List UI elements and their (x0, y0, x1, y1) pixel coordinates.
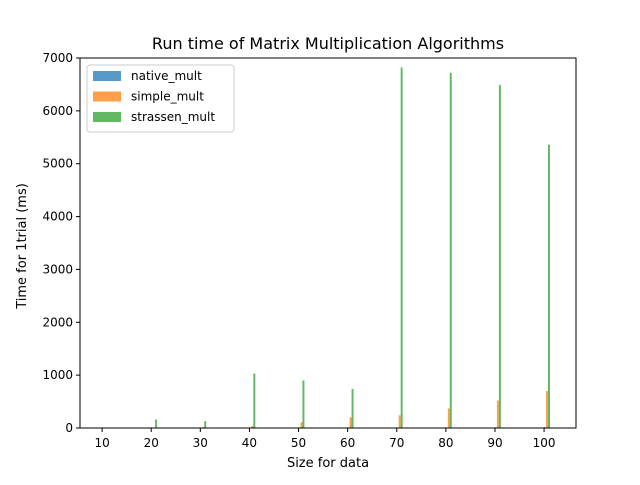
x-tick-label: 70 (389, 436, 404, 450)
legend: native_mult simple_mult strassen_mult (87, 65, 234, 132)
legend-swatch-strassen_mult (93, 112, 121, 122)
y-tick-label: 2000 (42, 315, 73, 329)
x-tick-label: 100 (533, 436, 556, 450)
bar-strassen_mult-20 (155, 420, 157, 428)
y-axis-label: Time for 1trial (ms) (15, 183, 30, 310)
x-tick-label: 80 (438, 436, 453, 450)
bar-strassen_mult-60 (352, 389, 354, 428)
bar-strassen_mult-30 (204, 421, 206, 428)
bar-strassen_mult-70 (401, 68, 403, 428)
bar-simple_mult-80 (448, 408, 450, 428)
legend-label-native_mult: native_mult (131, 69, 202, 83)
y-tick-label: 6000 (42, 104, 73, 118)
bar-simple_mult-90 (497, 401, 499, 428)
legend-swatch-native_mult (93, 71, 121, 81)
y-tick-label: 7000 (42, 51, 73, 65)
y-tick-label: 4000 (42, 210, 73, 224)
bar-simple_mult-70 (399, 415, 401, 428)
bar-simple_mult-50 (301, 422, 303, 428)
bar-strassen_mult-50 (302, 380, 304, 428)
bar-strassen_mult-100 (548, 145, 550, 428)
bar-simple_mult-60 (350, 417, 352, 428)
bar-strassen_mult-80 (450, 73, 452, 428)
chart-title: Run time of Matrix Multiplication Algori… (152, 34, 504, 53)
legend-label-simple_mult: simple_mult (131, 90, 204, 104)
x-tick-label: 50 (291, 436, 306, 450)
y-tick-label: 1000 (42, 368, 73, 382)
x-tick-label: 10 (94, 436, 109, 450)
x-tick-label: 60 (340, 436, 355, 450)
x-axis-label: Size for data (287, 456, 369, 471)
x-tick-label: 90 (487, 436, 502, 450)
legend-label-strassen_mult: strassen_mult (131, 110, 215, 124)
y-tick-label: 3000 (42, 262, 73, 276)
x-tick-label: 30 (193, 436, 208, 450)
x-tick-label: 20 (144, 436, 159, 450)
x-tick-label: 40 (242, 436, 257, 450)
legend-swatch-simple_mult (93, 92, 121, 102)
bar-strassen_mult-90 (499, 85, 501, 428)
bar-simple_mult-100 (546, 391, 548, 428)
y-tick-label: 5000 (42, 157, 73, 171)
bar-strassen_mult-40 (253, 374, 255, 428)
y-tick-label: 0 (65, 421, 73, 435)
